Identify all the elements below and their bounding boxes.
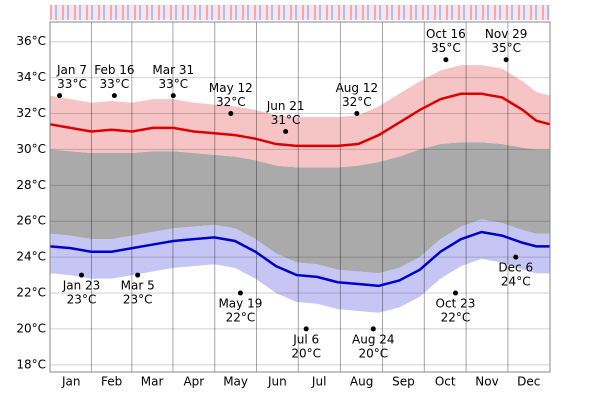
annotation-date: Nov 29 [485,27,528,41]
annotation-date: Jan 23 [62,279,101,293]
x-tick-label: Sep [392,375,415,389]
annotation-dot [452,290,458,296]
annotation-dot [370,326,376,332]
annotation-dot [237,290,243,296]
annotation-date: Oct 16 [426,27,466,41]
annotation-value: 35°C [431,41,461,55]
annotation-date: Mar 5 [121,279,155,293]
y-tick-label: 32°C [16,106,46,120]
y-tick-label: 28°C [16,178,46,192]
annotation-value: 23°C [67,293,97,307]
series-line [49,92,551,148]
x-tick-label: Feb [101,375,122,389]
x-tick-label: Dec [517,375,540,389]
plot-area: 18°C 20°C 22°C 24°C 26°C 28°C 30°C 32°C 34°C 36°C… [16,21,551,389]
annotation-date: May 12 [209,81,253,95]
annotation-value: 22°C [226,311,256,325]
annotation-dot [111,93,117,99]
x-tick-label: Jun [267,375,287,389]
annotation-value: 20°C [358,346,388,360]
annotation-value: 33°C [100,77,130,91]
y-tick-label: 34°C [16,70,46,84]
y-tick-label: 24°C [16,250,46,264]
y-tick-label: 30°C [16,142,46,156]
x-tick-label: Jan [61,375,81,389]
annotation-value: 22°C [441,311,471,325]
annotation-date: Mar 31 [152,63,194,77]
annotation-value: 20°C [291,346,321,360]
annotation-dot [503,57,509,63]
annotation-date: May 19 [218,297,262,311]
annotation-value: 33°C [158,77,188,91]
annotation-dot [135,272,141,278]
band [50,65,550,168]
series-line [49,230,550,288]
annotation-dot [79,272,85,278]
x-tick-label: Nov [475,375,498,389]
x-tick-label: Mar [141,375,164,389]
annotation-date: Jan 7 [56,63,87,77]
annotation-value: 32°C [342,95,372,109]
annotation-date: Oct 23 [436,297,476,311]
top-strip [50,5,550,20]
y-tick-label: 22°C [16,286,46,300]
y-tick-label: 18°C [16,357,46,371]
annotation-date: Jul 6 [292,332,319,346]
annotation-dot [57,93,63,99]
x-tick-label: Oct [435,375,456,389]
x-tick-label: Jul [311,375,326,389]
annotation-date: Aug 24 [352,332,395,346]
x-tick-label: May [223,375,248,389]
annotation-dot [228,111,234,117]
annotation-value: 35°C [491,41,521,55]
annotation-dot [170,93,176,99]
middle-band [50,142,550,274]
y-tick-label: 26°C [16,214,46,228]
annotation-dot [443,57,449,63]
x-tick-label: Aug [350,375,373,389]
plot-frame [49,21,551,373]
annotation-date: Aug 12 [336,81,379,95]
annotation-date: Jun 21 [266,99,305,113]
annotation-value: 33°C [57,77,87,91]
annotation-value: 23°C [123,293,153,307]
annotation-date: Dec 6 [498,261,533,275]
y-tick-label: 20°C [16,321,46,335]
x-tick-label: Apr [183,375,204,389]
annotation-dot [283,128,289,134]
annotation-dot [303,326,309,332]
annotation-value: 24°C [501,275,531,289]
annotation-value: 32°C [216,95,246,109]
annotation-date: Feb 16 [94,63,134,77]
annotation-dot [354,111,360,117]
annotation-value: 31°C [271,113,301,127]
y-tick-label: 36°C [16,34,46,48]
annotation-dot [513,254,519,260]
band [50,219,550,313]
